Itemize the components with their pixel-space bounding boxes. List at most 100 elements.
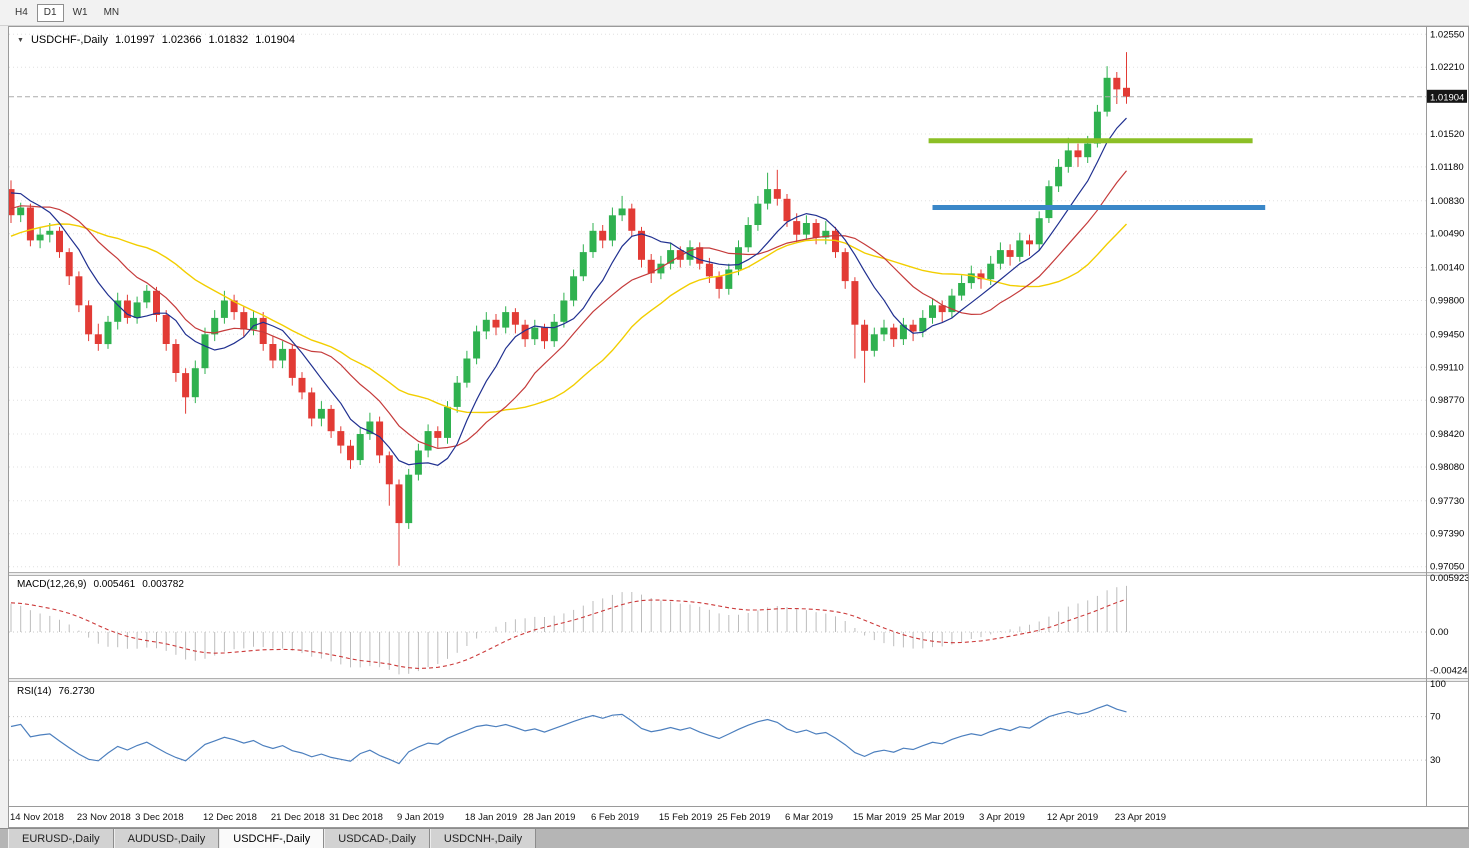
candle-body [143, 290, 151, 303]
price-scale-label: 0.99450 [1430, 329, 1464, 340]
pane-separator[interactable] [9, 678, 1468, 682]
candle-body [327, 408, 335, 432]
date-label: 3 Apr 2019 [979, 812, 1025, 823]
price-scale-label: 1.01180 [1430, 162, 1464, 173]
macd-histogram [10, 585, 1127, 675]
timeframe-button-mn[interactable]: MN [97, 4, 127, 22]
timeframe-button-d1[interactable]: D1 [36, 3, 64, 22]
candle-body [240, 312, 248, 330]
rsi-scale-label: 30 [1430, 755, 1441, 766]
tab-audusd-daily[interactable]: AUDUSD-,Daily [113, 829, 220, 848]
candle-body [608, 215, 616, 241]
rsi-pane [9, 704, 1426, 765]
candle-body [56, 230, 63, 253]
collapse-triangle-icon[interactable]: ▼ [17, 36, 24, 44]
candle-body [657, 263, 665, 274]
candles-group [9, 52, 1130, 566]
time-scale[interactable]: 14 Nov 2018 23 Nov 2018 3 Dec 2018 12 Dec 2… [10, 812, 1166, 823]
candle-body [308, 392, 316, 419]
chart-tab-bar: EURUSD-,Daily AUDUSD-,Daily USDCHF-,Daily U… [0, 828, 1469, 848]
candle-body [541, 327, 548, 342]
ma-fast-line [10, 117, 1127, 466]
date-label: 14 Nov 2018 [10, 812, 64, 823]
tab-eurusd-daily[interactable]: EURUSD-,Daily [8, 829, 114, 848]
candle-body [492, 319, 500, 328]
price-scale-label: 0.98770 [1430, 395, 1464, 406]
current-price-badge-text: 1.01904 [1430, 92, 1464, 103]
candle-body [94, 334, 102, 344]
current-price-badge [1427, 89, 1467, 103]
date-label: 31 Dec 2018 [329, 812, 383, 823]
candlestick-chart-canvas[interactable]: 1.02550 1.02210 1.01520 1.01180 1.00830 1.004… [9, 27, 1468, 827]
candle-body [347, 445, 354, 461]
candle-body [211, 317, 219, 335]
candle-body [453, 382, 461, 407]
candle-body [444, 406, 451, 438]
price-scale[interactable]: 1.02550 1.02210 1.01520 1.01180 1.00830 1.004… [9, 27, 1468, 807]
candle-body [123, 300, 131, 318]
candle-body [521, 324, 529, 340]
candle-body [463, 358, 471, 383]
candle-body [473, 331, 481, 359]
price-scale-label: 0.97730 [1430, 496, 1464, 507]
price-scale-label: 1.02550 [1430, 29, 1464, 40]
candle-body [744, 225, 752, 248]
candle-body [36, 234, 44, 241]
date-label: 25 Feb 2019 [717, 812, 770, 823]
candle-body [618, 208, 626, 216]
candle-body [890, 327, 898, 340]
candle-body [929, 305, 936, 318]
candle-body [589, 230, 597, 253]
candle-body [948, 295, 956, 313]
candle-body [696, 247, 704, 264]
candle-body [153, 290, 160, 315]
tab-usdcnh-daily[interactable]: USDCNH-,Daily [429, 829, 537, 848]
candle-body [250, 317, 257, 330]
date-label: 25 Mar 2019 [911, 812, 964, 823]
candle-body [201, 334, 209, 369]
candle-body [1074, 150, 1082, 158]
candle-body [133, 302, 141, 318]
candle-body [75, 276, 83, 306]
pane-separator[interactable] [9, 572, 1468, 576]
ma-mid-line [10, 170, 1127, 450]
rsi-scale-label: 100 [1430, 679, 1446, 690]
candle-body [482, 319, 490, 332]
date-label: 6 Feb 2019 [591, 812, 639, 823]
candle-body [1123, 87, 1130, 97]
candle-body [1016, 240, 1024, 257]
candle-body [182, 373, 190, 398]
candle-body [638, 230, 645, 260]
price-scale-label: 1.02210 [1430, 62, 1464, 73]
date-label: 23 Apr 2019 [1115, 812, 1166, 823]
timeframe-toolbar: H4 D1 W1 MN [0, 0, 1469, 26]
candle-body [317, 408, 325, 419]
macd-scale-label: 0.00 [1430, 627, 1449, 638]
candle-body [870, 334, 878, 351]
price-scale-label: 1.00140 [1430, 263, 1464, 274]
candle-body [259, 317, 267, 344]
timeframe-button-w1[interactable]: W1 [66, 4, 95, 22]
candle-body [686, 247, 694, 260]
candle-body [802, 223, 810, 235]
date-label: 21 Dec 2018 [271, 812, 325, 823]
timeframe-button-h4[interactable]: H4 [8, 4, 35, 22]
candle-body [220, 300, 228, 318]
candle-body [191, 368, 199, 398]
price-scale-label: 0.99110 [1430, 362, 1464, 373]
candle-body [298, 377, 306, 393]
price-scale-label: 0.97390 [1430, 529, 1464, 540]
candle-body [764, 189, 772, 204]
candle-body [395, 484, 403, 524]
candle-body [1026, 240, 1033, 245]
tab-usdcad-daily[interactable]: USDCAD-,Daily [324, 829, 430, 848]
tab-usdchf-daily[interactable]: USDCHF-,Daily [219, 829, 325, 848]
candle-body [502, 312, 510, 328]
candle-body [783, 198, 791, 222]
candle-body [996, 250, 1004, 264]
date-label: 23 Nov 2018 [77, 812, 131, 823]
macd-pane [9, 585, 1426, 675]
candle-body [46, 230, 54, 235]
candle-body [705, 263, 713, 277]
